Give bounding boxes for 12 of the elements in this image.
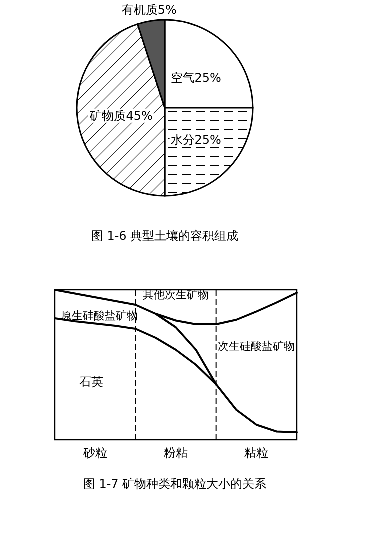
annotation: 石英 — [79, 375, 104, 389]
slice-label: 水分25% — [170, 133, 222, 148]
slice-label: 有机质5% — [122, 3, 177, 18]
x-tick-label: 砂粒 — [82, 446, 108, 460]
text: 图 1-6 典型土壤的容积组成 — [91, 229, 239, 243]
x-tick-label: 粉粘 — [164, 446, 188, 460]
x-tick-label: 粘粒 — [244, 446, 269, 460]
slice-label: 空气25% — [170, 70, 222, 85]
annotation: 其他次生矿物 — [143, 288, 209, 302]
annotation: 次生硅酸盐矿物 — [218, 340, 296, 353]
text: 图 1-7 矿物种类和颗粒大小的关系 — [83, 477, 267, 491]
slice-label: 矿物质45% — [89, 108, 153, 123]
